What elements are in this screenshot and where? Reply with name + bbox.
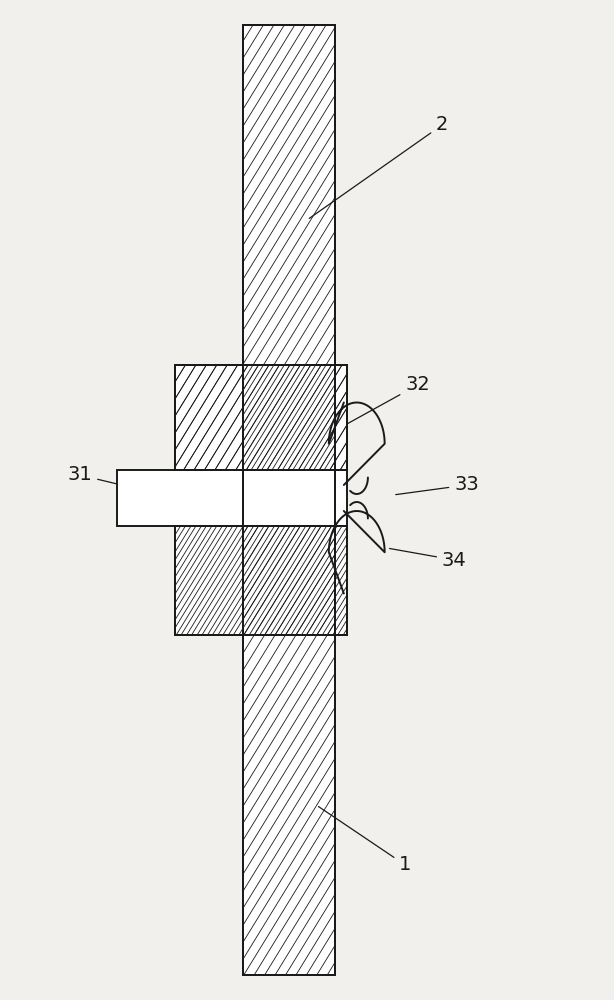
Text: 33: 33 xyxy=(395,476,479,495)
Text: 31: 31 xyxy=(68,466,173,497)
Bar xyxy=(175,526,347,635)
Bar xyxy=(175,526,347,635)
Bar xyxy=(175,365,347,470)
Bar xyxy=(243,25,335,975)
Bar xyxy=(175,526,347,635)
Bar xyxy=(117,470,347,526)
Bar xyxy=(175,365,347,635)
Bar xyxy=(175,365,347,470)
Text: 2: 2 xyxy=(309,115,448,218)
Text: 34: 34 xyxy=(389,548,467,570)
Bar xyxy=(117,470,347,526)
Bar xyxy=(243,25,335,975)
Bar xyxy=(175,365,347,470)
Text: 32: 32 xyxy=(348,375,430,424)
Text: 1: 1 xyxy=(319,807,411,874)
